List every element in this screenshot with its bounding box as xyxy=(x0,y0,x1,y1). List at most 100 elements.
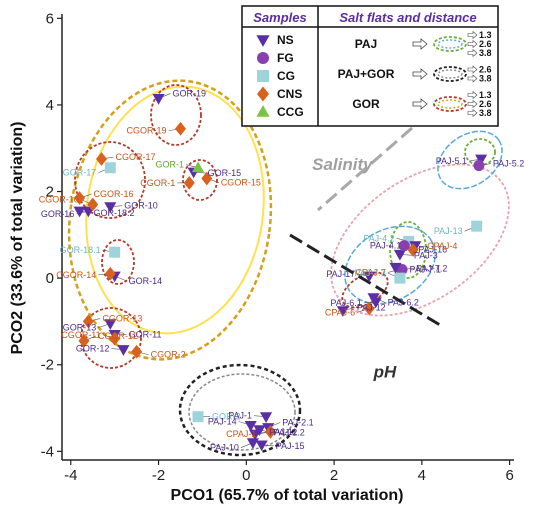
point-label: CGOR-10 xyxy=(39,195,79,205)
point-label: GOR-12 xyxy=(76,344,110,354)
data-point xyxy=(246,438,259,450)
legend-group-swatch xyxy=(437,69,463,79)
data-point xyxy=(363,301,375,316)
legend-group-swatch xyxy=(433,96,467,112)
point-label: GOR-16 xyxy=(41,209,75,219)
legend-marker xyxy=(257,52,269,64)
legend-marker xyxy=(257,70,269,82)
data-point xyxy=(398,240,410,252)
data-point xyxy=(104,319,117,330)
legend-group-arrow xyxy=(412,38,428,50)
legend-dist-label: 2.6 xyxy=(479,39,492,49)
ph-arrow xyxy=(289,233,441,327)
point-label: PAJ-5.1 xyxy=(436,156,467,166)
point-label: PAJ-7.3 xyxy=(355,268,386,278)
point-label: PAJ-4.2 xyxy=(363,233,394,243)
legend-groups-title: Salt flats and distance xyxy=(339,10,476,25)
point-label: CGOR-1 xyxy=(140,178,175,188)
legend-dist-label: 1.3 xyxy=(479,30,492,40)
legend-group-arrow xyxy=(412,98,428,110)
point-label: CGOR-17 xyxy=(115,152,155,162)
y-tick-label: 6 xyxy=(46,10,54,27)
legend-frame xyxy=(241,5,499,127)
data-point xyxy=(389,262,402,274)
point-label: PAJ-7.2 xyxy=(416,263,447,273)
data-point xyxy=(109,246,121,258)
gor-cluster-left xyxy=(74,141,146,219)
point-label: GOR-15 xyxy=(208,168,242,178)
data-point xyxy=(73,206,86,218)
gor-cluster-mid xyxy=(182,159,218,201)
axes xyxy=(61,14,514,461)
gor-inner-ellipse xyxy=(85,85,265,335)
point-label: PAJ-6.1 xyxy=(330,298,361,308)
data-point xyxy=(264,424,276,439)
data-point xyxy=(131,344,143,359)
legend-dist-arrow xyxy=(467,48,478,58)
point-label: GOR-1 xyxy=(156,160,185,170)
data-point xyxy=(260,412,273,424)
x-tick-label: -4 xyxy=(64,467,77,484)
legend-dist-label: 2.6 xyxy=(479,65,492,75)
paj-green-ellipse-mid xyxy=(389,221,427,279)
y-tick-label: 0 xyxy=(46,270,54,287)
point-label: PAJ-12 xyxy=(357,303,386,313)
point-label: CGOR-2 xyxy=(151,350,186,360)
point-label: CGOR-11 xyxy=(61,330,100,340)
point-label: GOR-14 xyxy=(129,276,163,286)
data-point xyxy=(369,297,382,309)
gradient-arrows xyxy=(289,126,441,327)
data-point xyxy=(104,266,116,281)
gor-cluster-low xyxy=(80,307,142,369)
tick-layer: -4 -2 0 2 4 6 -4 -2 0 2 4 6 xyxy=(41,10,514,484)
data-point xyxy=(471,220,483,232)
legend-dist-label: 3.8 xyxy=(479,74,492,84)
legend-sample-label: CNS xyxy=(277,87,302,101)
point-label: CPAJ-7 xyxy=(356,267,386,277)
paj-blue-ellipse-top xyxy=(437,130,503,190)
x-tick-label: 4 xyxy=(418,467,426,484)
point-label: PAJ-11 xyxy=(269,427,297,437)
point-label: GOR-19 xyxy=(173,88,207,98)
annotation-layer: Salinity pH xyxy=(312,155,397,382)
point-label: PAJ-2.1 xyxy=(282,418,313,428)
data-point xyxy=(174,121,186,136)
salinity-arrow xyxy=(317,126,413,212)
point-label: PAJ-4.1 xyxy=(370,241,401,251)
annotation-label: Salinity xyxy=(312,155,374,174)
annotation-label: pH xyxy=(373,363,397,382)
data-point xyxy=(473,160,485,172)
legend-sample-label: FG xyxy=(277,51,294,65)
data-point xyxy=(74,191,86,205)
legend-group-swatch xyxy=(433,36,467,52)
legend-group-swatch xyxy=(433,66,467,82)
data-point xyxy=(403,235,415,247)
legend-dist-label: 3.8 xyxy=(479,48,492,58)
gor-outer-ellipse xyxy=(67,79,273,361)
point-label: CGOR-14 xyxy=(56,270,96,280)
gor-cluster-14 xyxy=(101,239,135,285)
legend-dist-arrow xyxy=(467,90,478,100)
legend-group-arrow xyxy=(412,68,428,80)
point-label: CGOR-13 xyxy=(102,313,142,323)
point-label: GOR-2 xyxy=(212,412,241,422)
group-ellipses xyxy=(67,79,510,457)
point-label: CPAJ-4 xyxy=(427,241,457,251)
legend-group-name: PAJ+GOR xyxy=(338,67,395,81)
point-label: PAJ-7.1 xyxy=(410,264,441,274)
point-label: CPAJ-1 xyxy=(226,429,256,439)
legend-dist-arrow xyxy=(467,74,478,83)
y-axis-title: PCO2 (33.6% of total variation) xyxy=(9,122,26,355)
data-point xyxy=(244,420,257,432)
legend-group-name: PAJ xyxy=(355,37,377,51)
legend-dist-arrow xyxy=(467,108,478,118)
legend-dist-label: 1.3 xyxy=(479,90,492,100)
data-point xyxy=(152,94,165,105)
data-point xyxy=(87,197,99,212)
point-label: CGOR-19 xyxy=(126,126,166,136)
gor-cluster-top xyxy=(150,84,202,146)
legend-sample-label: NS xyxy=(277,33,294,47)
legend-group-name: GOR xyxy=(352,97,380,111)
legend-marker xyxy=(256,105,270,117)
